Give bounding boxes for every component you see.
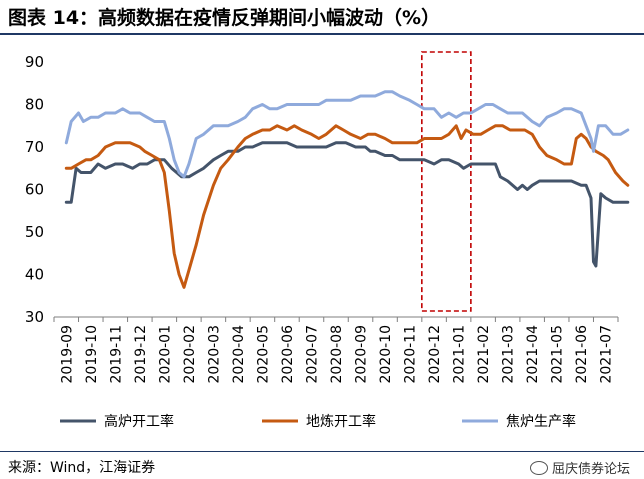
y-tick-label: 70 (25, 138, 44, 156)
chart-legend: 高炉开工率 地炼开工率 焦炉生产率 (60, 413, 576, 430)
chart-axes: 90 80 70 60 50 40 30 2019-09 2019-10 2019-11 2019-… (25, 53, 619, 384)
series-line (64, 90, 630, 179)
x-tick-label: 2021-03 (501, 325, 517, 384)
x-tick-label: 2021-06 (574, 325, 590, 384)
x-tick-label: 2020-09 (354, 325, 370, 384)
legend-label: 高炉开工率 (104, 413, 174, 430)
series-line (64, 124, 630, 289)
line-chart: 90 80 70 60 50 40 30 2019-09 2019-10 2019-11 2019-… (25, 51, 630, 430)
chart-title: 图表 14：高频数据在疫情反弹期间小幅波动（%） (8, 7, 441, 29)
x-tick-label: 2021-05 (550, 325, 566, 384)
watermark: 屈庆债券论坛 (529, 458, 630, 477)
legend-label: 焦炉生产率 (506, 413, 576, 430)
x-tick-label: 2020-02 (182, 325, 198, 384)
x-tick-label: 2021-01 (452, 325, 468, 384)
legend-label: 地炼开工率 (306, 413, 376, 430)
y-tick-label: 60 (25, 181, 44, 199)
x-tick-label: 2020-04 (231, 325, 247, 384)
x-tick-label: 2021-07 (599, 325, 615, 384)
title-divider (0, 33, 644, 35)
y-tick-label: 50 (25, 223, 44, 241)
highlight-box (421, 51, 472, 312)
x-tick-label: 2020-12 (427, 325, 443, 384)
x-tick-label: 2019-11 (108, 325, 124, 384)
footer-divider (0, 451, 644, 452)
x-tick-label: 2020-10 (378, 325, 394, 384)
watermark-text: 屈庆债券论坛 (551, 462, 630, 477)
x-tick-label: 2021-04 (525, 325, 541, 384)
x-tick-label: 2020-08 (329, 325, 345, 384)
x-tick-label: 2020-03 (206, 325, 222, 384)
x-tick-label: 2021-02 (476, 325, 492, 384)
y-tick-label: 80 (25, 96, 44, 114)
x-tick-label: 2020-01 (157, 325, 173, 384)
x-tick-label: 2020-05 (255, 325, 271, 384)
source-note: 来源：Wind，江海证券 (8, 460, 156, 476)
series-line (64, 141, 630, 268)
y-tick-label: 40 (25, 266, 44, 284)
x-tick-label: 2020-06 (280, 325, 296, 384)
x-tick-label: 2019-09 (59, 325, 75, 384)
y-tick-label: 30 (25, 308, 44, 326)
x-tick-label: 2019-10 (84, 325, 100, 384)
chart-series (64, 90, 630, 289)
x-tick-label: 2020-11 (403, 325, 419, 384)
y-tick-label: 90 (25, 53, 44, 71)
highlight-rect (421, 51, 472, 312)
wechat-icon (529, 461, 548, 475)
x-tick-label: 2019-12 (133, 325, 149, 384)
x-tick-label: 2020-07 (304, 325, 320, 384)
